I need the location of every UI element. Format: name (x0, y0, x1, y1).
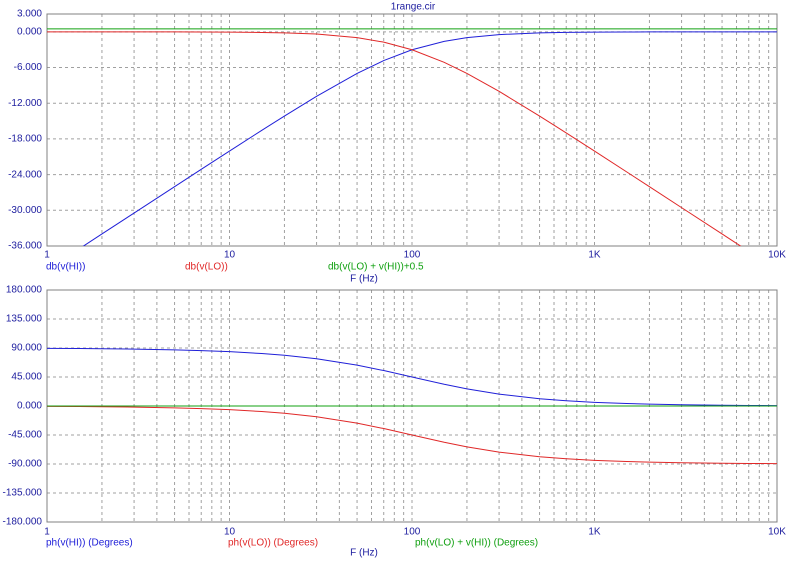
x-tick-label: 10 (224, 527, 236, 538)
x-tick-label: 100 (404, 250, 421, 261)
x-tick-label: 1 (44, 250, 50, 261)
x-axis-label: F (Hz) (350, 274, 378, 285)
x-tick-label: 100 (404, 527, 421, 538)
y-tick-label: 45.000 (11, 372, 42, 383)
y-tick-label: 0.000 (17, 401, 42, 412)
y-tick-label: -180.000 (3, 517, 43, 528)
y-tick-label: 180.000 (6, 285, 43, 296)
x-axis-label: F (Hz) (350, 548, 378, 559)
y-tick-label: -24.000 (8, 169, 42, 180)
y-tick-label: -36.000 (8, 241, 42, 252)
y-tick-label: 135.000 (6, 314, 43, 325)
x-tick-label: 1K (588, 527, 601, 538)
y-tick-label: -135.000 (3, 488, 43, 499)
y-tick-label: 90.000 (11, 343, 42, 354)
x-tick-label: 10K (768, 527, 786, 538)
x-tick-label: 1 (44, 527, 50, 538)
chart-title: 1range.cir (391, 2, 436, 13)
y-tick-label: 0.000 (17, 26, 42, 37)
legend-entry: db(v(LO) + v(HI))+0.5 (328, 262, 424, 273)
legend-entry: ph(v(LO)) (Degrees) (228, 538, 318, 549)
plot-frame (46, 13, 778, 247)
y-tick-label: 3.000 (17, 9, 42, 20)
plot-area (47, 28, 777, 246)
legend-entry: ph(v(LO) + v(HI)) (Degrees) (415, 538, 538, 549)
y-tick-label: -90.000 (8, 459, 42, 470)
series-line (47, 31, 742, 246)
series-line (47, 405, 777, 465)
y-tick-label: -18.000 (8, 134, 42, 145)
plot-area (47, 347, 777, 465)
y-tick-label: -6.000 (14, 62, 43, 73)
y-tick-label: -30.000 (8, 205, 42, 216)
series-line (47, 347, 777, 407)
x-tick-label: 10K (768, 250, 786, 261)
legend-entry: db(v(LO)) (185, 262, 228, 273)
y-tick-label: -12.000 (8, 98, 42, 109)
y-tick-label: -45.000 (8, 430, 42, 441)
x-tick-label: 10 (224, 250, 236, 261)
x-tick-label: 1K (588, 250, 601, 261)
legend-entry: ph(v(HI)) (Degrees) (46, 538, 133, 549)
legend-entry: db(v(HI)) (46, 262, 85, 273)
